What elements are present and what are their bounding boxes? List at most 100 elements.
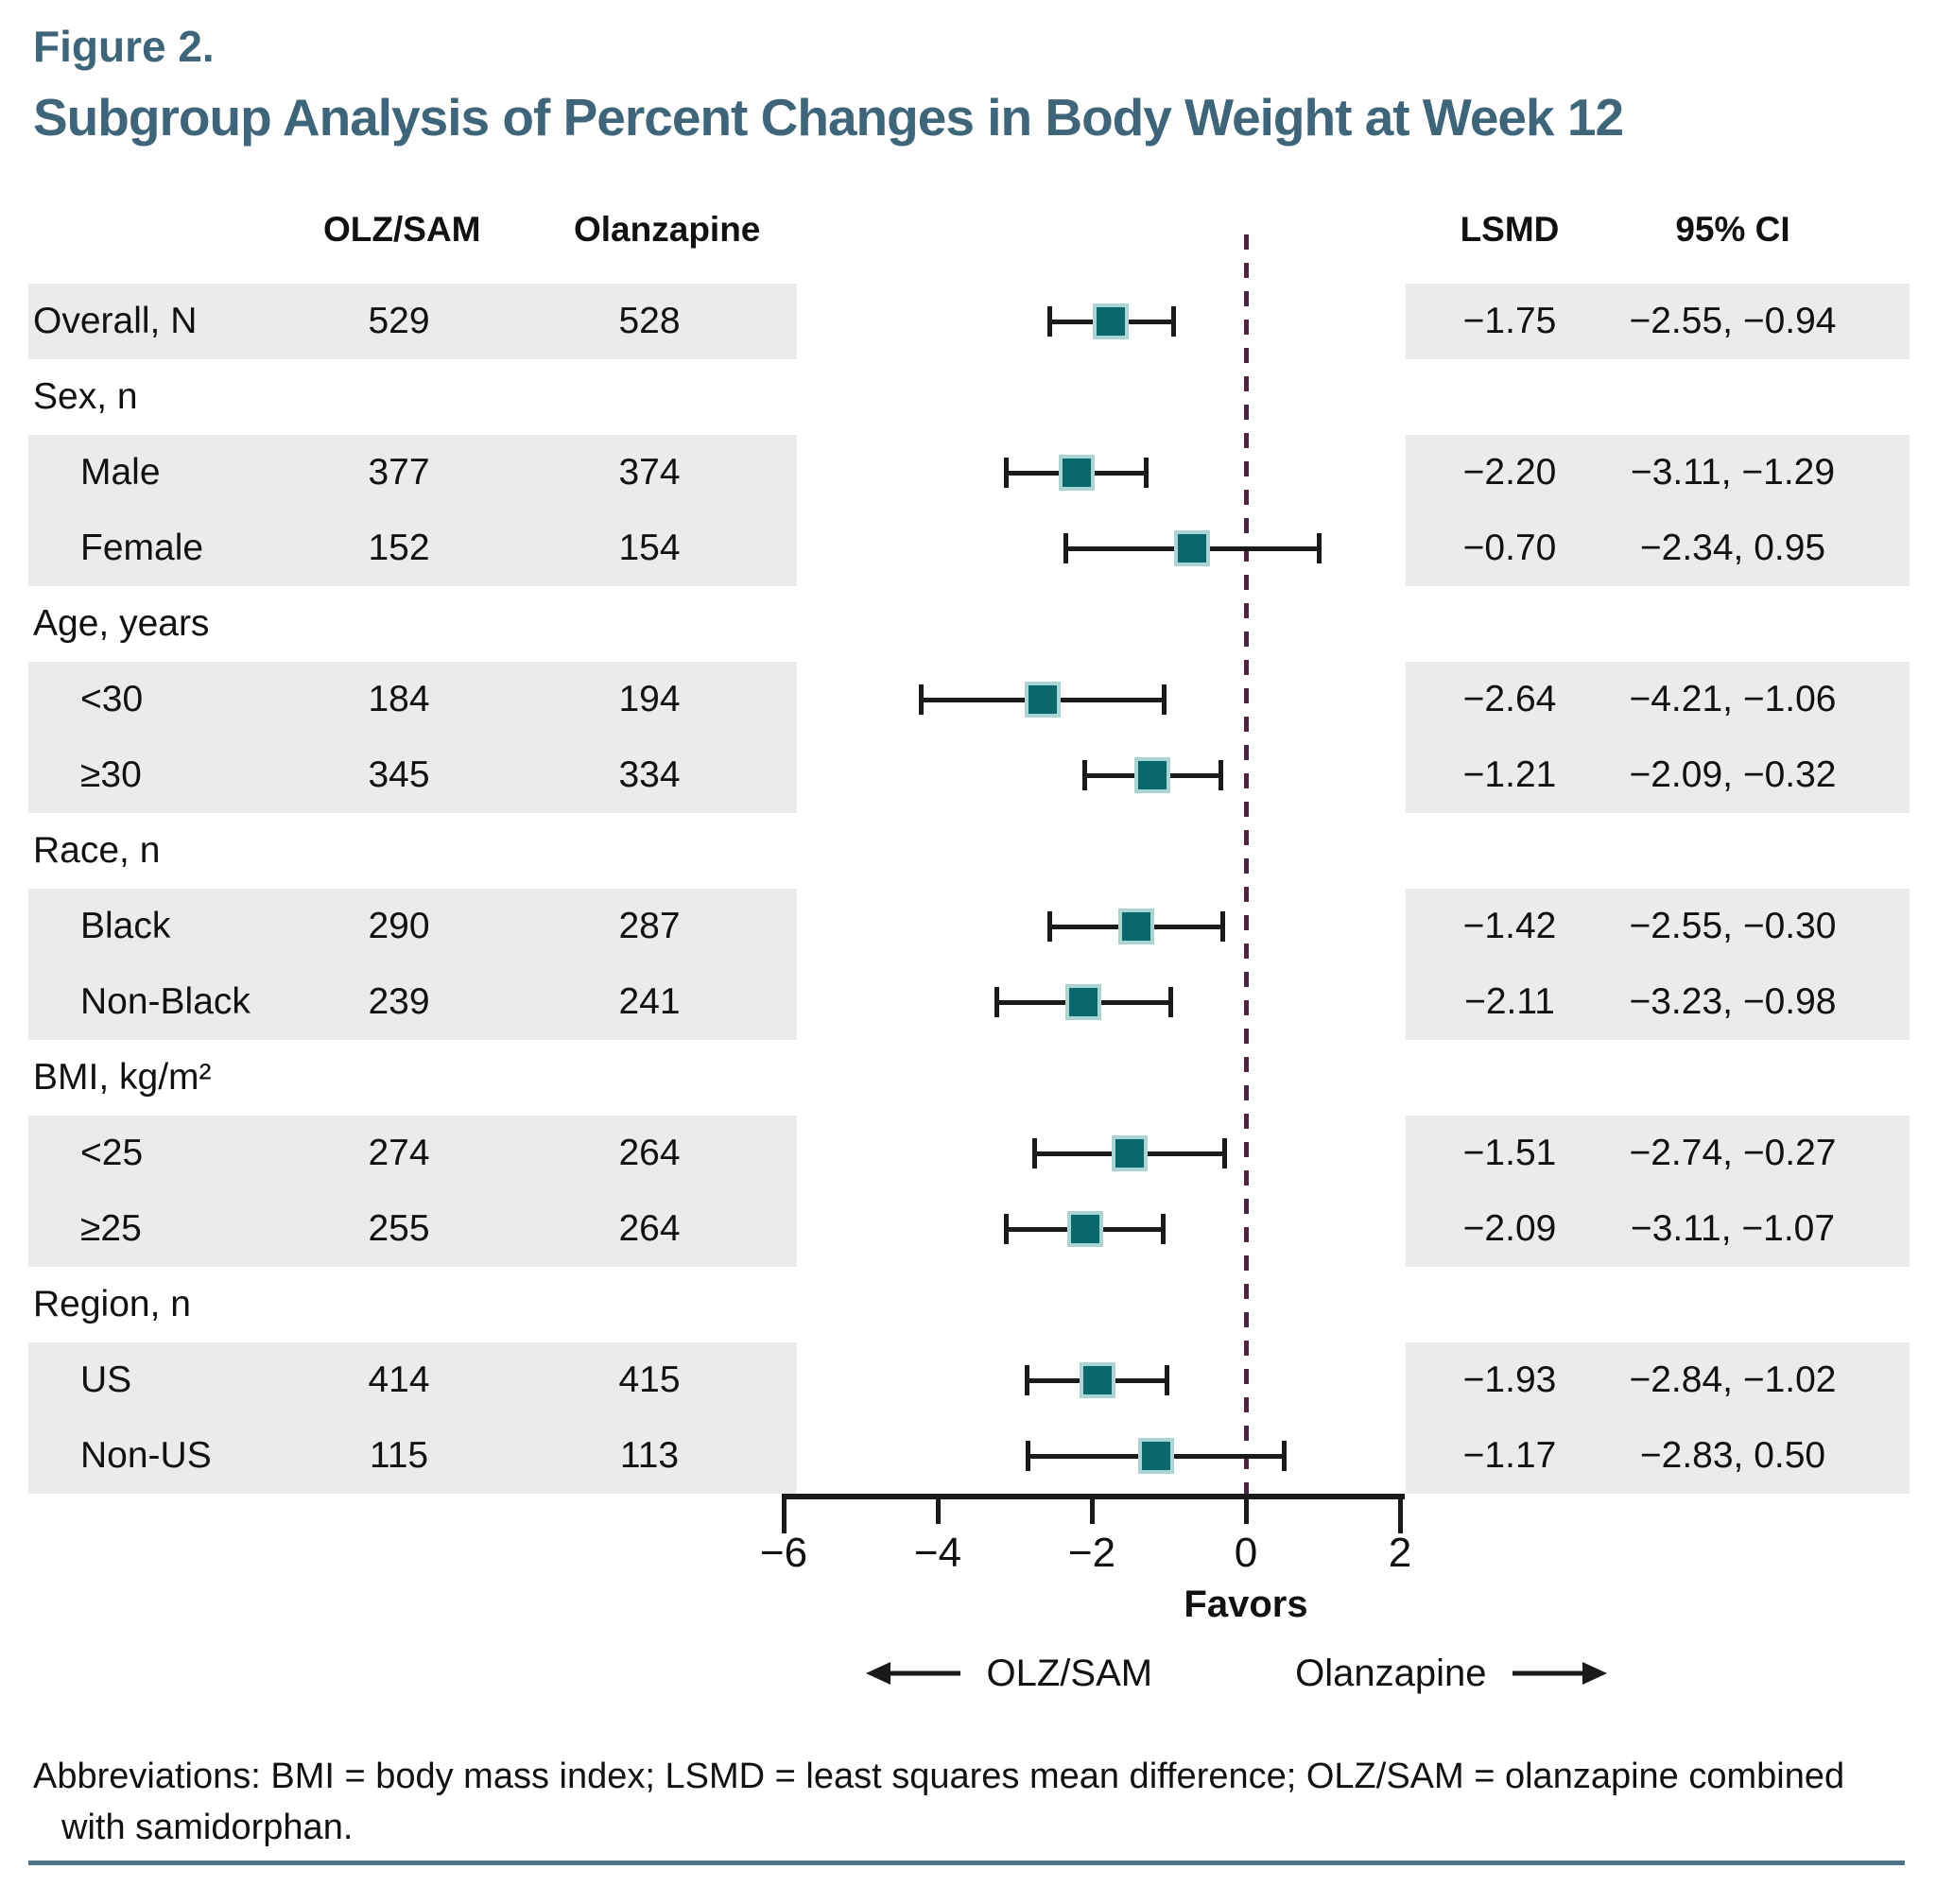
group-header-row: Race, n (0, 813, 1936, 889)
group-label: Region, n (33, 1284, 191, 1324)
row-band-right (1406, 1116, 1910, 1191)
row-band-left (28, 1418, 797, 1494)
cell-olzsam-n: 239 (368, 981, 430, 1022)
cell-lsmd: −1.21 (1462, 754, 1557, 795)
cell-ci: −2.34, 0.95 (1639, 528, 1826, 568)
row-band-right (1406, 889, 1910, 964)
cell-olanzapine-n: 528 (618, 301, 681, 341)
column-header-olzsam: OLZ/SAM (323, 210, 481, 249)
row-label: Black (80, 906, 171, 946)
table-row: Non-US 115 113 −1.17 −2.83, 0.50 (0, 1418, 1936, 1494)
cell-lsmd: −0.70 (1462, 528, 1557, 568)
x-axis-tick-label: −4 (913, 1530, 962, 1576)
cell-lsmd: −2.64 (1462, 679, 1557, 719)
cell-lsmd: −2.20 (1462, 452, 1557, 493)
cell-olanzapine-n: 287 (618, 906, 681, 946)
x-axis-tick (1089, 1494, 1095, 1524)
table-row: Overall, N 529 528 −1.75 −2.55, −0.94 (0, 284, 1936, 359)
row-band-left (28, 284, 797, 359)
row-label: Female (80, 528, 204, 568)
row-band-left (28, 435, 797, 511)
row-band-right (1406, 511, 1910, 586)
cell-lsmd: −2.11 (1464, 981, 1555, 1022)
cell-olzsam-n: 184 (368, 679, 430, 719)
cell-olanzapine-n: 194 (618, 679, 681, 719)
table-row: <25 274 264 −1.51 −2.74, −0.27 (0, 1116, 1936, 1191)
cell-olzsam-n: 377 (368, 452, 430, 493)
left-arrow-icon (865, 1662, 960, 1685)
row-band-right (1406, 435, 1910, 511)
row-label: ≥30 (80, 754, 142, 795)
row-band-right (1406, 284, 1910, 359)
x-axis-tick-label: −2 (1067, 1530, 1116, 1576)
row-label: Non-Black (80, 981, 251, 1022)
table-row: US 414 415 −1.93 −2.84, −1.02 (0, 1342, 1936, 1418)
row-band-left (28, 1191, 797, 1267)
x-axis-line (784, 1494, 1405, 1499)
row-label: Overall, N (33, 301, 198, 341)
group-header-row: Region, n (0, 1267, 1936, 1342)
row-band-right (1406, 1418, 1910, 1494)
x-axis-tick-label: 2 (1388, 1530, 1412, 1576)
cell-lsmd: −1.75 (1462, 301, 1557, 341)
cell-ci: −2.83, 0.50 (1639, 1435, 1826, 1476)
table-row: Female 152 154 −0.70 −2.34, 0.95 (0, 511, 1936, 586)
cell-olanzapine-n: 334 (618, 754, 681, 795)
cell-ci: −2.74, −0.27 (1629, 1133, 1837, 1173)
row-label: Male (80, 452, 161, 493)
column-header-ci: 95% CI (1675, 210, 1790, 249)
row-band-right (1406, 662, 1910, 737)
figure-number: Figure 2. (33, 22, 215, 71)
table-row: Non-Black 239 241 −2.11 −3.23, −0.98 (0, 964, 1936, 1040)
row-band-left (28, 511, 797, 586)
right-arrow-icon (1512, 1662, 1608, 1685)
row-band-left (28, 662, 797, 737)
x-axis-tick (1243, 1494, 1249, 1524)
cell-olzsam-n: 290 (368, 906, 430, 946)
row-band-right (1406, 737, 1910, 813)
cell-lsmd: −1.93 (1462, 1359, 1557, 1400)
cell-olzsam-n: 274 (368, 1133, 430, 1173)
cell-olzsam-n: 255 (368, 1208, 430, 1249)
cell-ci: −2.55, −0.30 (1629, 906, 1837, 946)
cell-ci: −2.55, −0.94 (1629, 301, 1837, 341)
group-label: Race, n (33, 830, 161, 871)
table-row: ≥25 255 264 −2.09 −3.11, −1.07 (0, 1191, 1936, 1267)
cell-olanzapine-n: 374 (618, 452, 681, 493)
cell-olzsam-n: 152 (368, 528, 430, 568)
cell-lsmd: −1.42 (1462, 906, 1557, 946)
table-row: Black 290 287 −1.42 −2.55, −0.30 (0, 889, 1936, 964)
cell-olzsam-n: 529 (368, 301, 430, 341)
row-label: <30 (80, 679, 144, 719)
row-label: US (80, 1359, 132, 1400)
row-label: ≥25 (80, 1208, 142, 1249)
group-header-row: Age, years (0, 586, 1936, 662)
cell-olanzapine-n: 154 (618, 528, 681, 568)
column-header-lsmd: LSMD (1460, 210, 1560, 249)
row-band-left (28, 737, 797, 813)
cell-olanzapine-n: 241 (618, 981, 681, 1022)
cell-ci: −3.11, −1.29 (1630, 452, 1836, 493)
x-axis-tick-label: 0 (1234, 1530, 1258, 1576)
group-header-row: Sex, n (0, 359, 1936, 435)
row-band-left (28, 1116, 797, 1191)
table-row: Male 377 374 −2.20 −3.11, −1.29 (0, 435, 1936, 511)
row-band-right (1406, 1342, 1910, 1418)
favors-left-label: OLZ/SAM (986, 1652, 1153, 1694)
column-header-olanzapine: Olanzapine (574, 210, 761, 249)
cell-olanzapine-n: 415 (618, 1359, 681, 1400)
group-header-row: BMI, kg/m² (0, 1040, 1936, 1116)
x-axis-tick (1397, 1494, 1403, 1533)
cell-lsmd: −2.09 (1462, 1208, 1557, 1249)
row-band-left (28, 964, 797, 1040)
cell-ci: −3.11, −1.07 (1630, 1208, 1836, 1249)
x-axis-tick-label: −6 (759, 1530, 808, 1576)
favors-direction-row: OLZ/SAM Olanzapine (865, 1647, 1608, 1700)
cell-ci: −3.23, −0.98 (1629, 981, 1837, 1022)
figure-title: Subgroup Analysis of Percent Changes in … (33, 88, 1624, 147)
row-label: <25 (80, 1133, 144, 1173)
cell-olzsam-n: 115 (369, 1435, 429, 1476)
row-band-right (1406, 964, 1910, 1040)
favors-right-label: Olanzapine (1295, 1652, 1487, 1694)
cell-ci: −4.21, −1.06 (1629, 679, 1837, 719)
